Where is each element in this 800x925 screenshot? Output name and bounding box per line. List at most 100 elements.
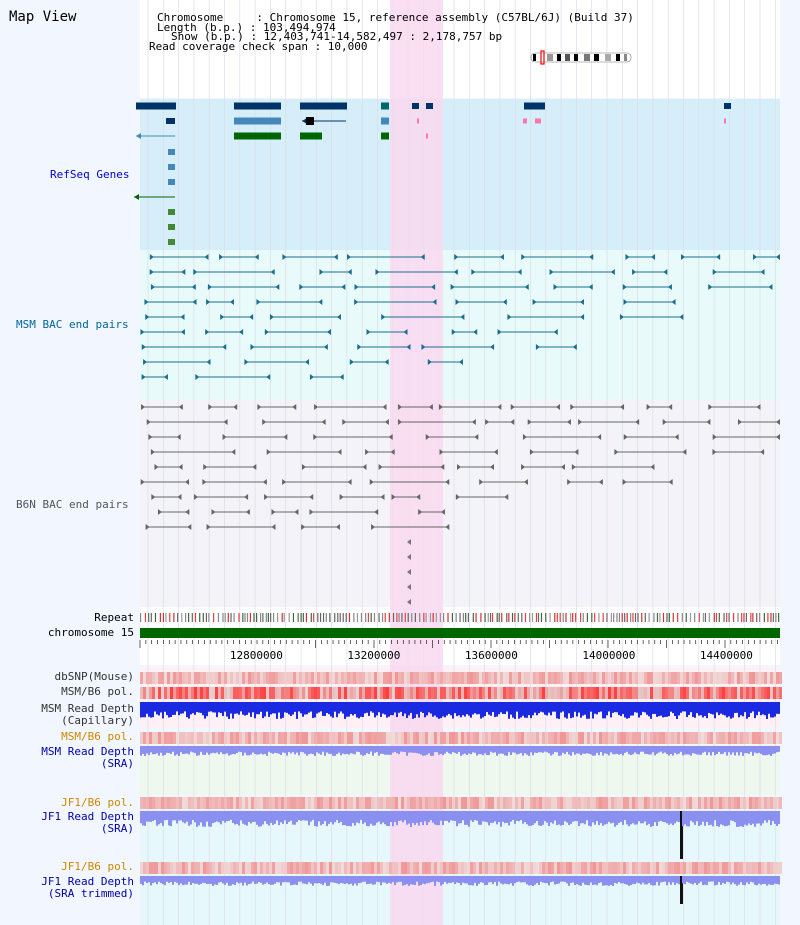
heat-cell: [719, 797, 722, 809]
gene-exon-block[interactable]: [426, 103, 433, 109]
heat-cell: [194, 797, 197, 809]
track-label-refseq[interactable]: RefSeq Genes: [50, 168, 130, 181]
ideogram-position-marker[interactable]: [540, 50, 545, 65]
heat-cell: [347, 732, 350, 744]
heat-cell: [584, 797, 587, 809]
gene-exon-block[interactable]: [168, 149, 175, 155]
depth-bar: [586, 746, 588, 754]
gene-exon-block[interactable]: [168, 209, 175, 215]
bac-end-marker[interactable]: [407, 569, 411, 575]
heat-cell: [431, 732, 434, 744]
depth-bar: [424, 876, 426, 885]
repeat-mark: [723, 613, 725, 622]
gene-exon-block[interactable]: [381, 132, 389, 140]
heat-cell: [479, 687, 482, 699]
depth-bar: [450, 811, 452, 821]
gene-exon-block[interactable]: [306, 117, 314, 125]
depth-bar: [414, 746, 416, 753]
gene-exon-block[interactable]: [523, 118, 527, 124]
heat-cell: [680, 687, 683, 699]
depth-bar: [332, 811, 334, 825]
repeat-mark: [540, 613, 543, 622]
bac-end-marker: [250, 344, 255, 350]
repeat-mark: [265, 613, 267, 622]
track-label-msm-b6-pol[interactable]: MSM/B6 pol.: [61, 685, 134, 698]
repeat-mark: [659, 613, 661, 622]
bac-end-marker[interactable]: [407, 599, 411, 605]
heat-cell: [605, 862, 608, 874]
gene-exon-block[interactable]: [300, 132, 322, 140]
track-label-msm-depth-capillary[interactable]: MSM Read Depth: [41, 702, 134, 715]
track-label-jf1-b6-pol-2[interactable]: JF1/B6 pol.: [61, 860, 134, 873]
gene-exon-block[interactable]: [524, 102, 545, 110]
heat-cell: [674, 672, 677, 684]
heat-cell: [653, 797, 656, 809]
selected-region-highlight[interactable]: [390, 0, 443, 925]
heat-cell: [227, 687, 230, 699]
track-label-dbsnp[interactable]: dbSNP(Mouse): [54, 670, 134, 683]
gene-exon-block[interactable]: [381, 117, 389, 125]
gene-exon-block[interactable]: [234, 117, 281, 125]
track-label-msm-depth-sra[interactable]: MSM Read Depth: [41, 745, 134, 758]
heat-cell: [599, 672, 602, 684]
bac-end-marker: [244, 359, 249, 365]
gene-exon-block[interactable]: [417, 118, 419, 124]
depth-bar: [156, 876, 158, 885]
depth-bar: [370, 746, 372, 752]
depth-bar: [690, 811, 692, 821]
gene-exon-block[interactable]: [426, 133, 428, 139]
chromosome-bar[interactable]: [140, 628, 780, 638]
bac-end-marker[interactable]: [407, 584, 411, 590]
bac-end-marker: [313, 434, 318, 440]
depth-bar: [404, 746, 406, 752]
heat-cell: [725, 687, 728, 699]
gene-exon-block[interactable]: [136, 102, 176, 110]
bac-end-marker: [517, 269, 522, 275]
depth-bar: [526, 702, 528, 718]
depth-bar: [632, 876, 634, 884]
gene-exon-block[interactable]: [381, 102, 389, 110]
heat-cell: [698, 797, 701, 809]
gene-exon-block[interactable]: [300, 102, 347, 110]
gene-exon-block[interactable]: [168, 179, 175, 185]
gene-exon-block[interactable]: [412, 103, 419, 109]
gene-exon-block[interactable]: [234, 132, 281, 140]
track-label-jf1-b6-pol[interactable]: JF1/B6 pol.: [61, 796, 134, 809]
depth-bar: [186, 702, 188, 718]
track-label-msm-b6-pol-2[interactable]: MSM/B6 pol.: [61, 730, 134, 743]
depth-bar: [244, 811, 246, 825]
depth-bar: [264, 702, 266, 717]
depth-bar: [398, 811, 400, 821]
heat-cell: [779, 862, 782, 874]
bac-end-marker[interactable]: [407, 539, 411, 545]
depth-bar: [310, 702, 312, 712]
gene-exon-block[interactable]: [168, 239, 175, 245]
depth-bar: [722, 811, 724, 826]
heat-cell: [707, 862, 710, 874]
depth-bar: [410, 811, 412, 827]
heat-cell: [257, 687, 260, 699]
gene-exon-block[interactable]: [234, 102, 281, 110]
track-label-b6n-bac[interactable]: B6N BAC end pairs: [16, 498, 129, 511]
depth-bar: [290, 811, 292, 821]
gene-exon-block[interactable]: [535, 118, 541, 124]
gene-exon-block[interactable]: [724, 118, 726, 124]
track-label-jf1-depth-sra[interactable]: JF1 Read Depth: [41, 810, 134, 823]
gene-exon-block[interactable]: [166, 118, 175, 124]
gene-exon-block[interactable]: [724, 103, 731, 109]
heat-cell: [293, 672, 296, 684]
bac-end-marker: [249, 314, 254, 320]
bac-end-marker[interactable]: [407, 554, 411, 560]
bac-end-marker: [460, 314, 465, 320]
depth-bar: [378, 876, 380, 883]
gene-exon-block[interactable]: [168, 224, 175, 230]
track-label-jf1-depth-trimmed[interactable]: JF1 Read Depth: [41, 875, 134, 888]
depth-bar: [496, 876, 498, 886]
heat-cell: [275, 672, 278, 684]
depth-bar: [164, 702, 166, 712]
track-label-msm-bac[interactable]: MSM BAC end pairs: [16, 318, 129, 331]
gene-exon-block[interactable]: [168, 164, 175, 170]
heat-cell: [650, 862, 653, 874]
depth-bar: [768, 746, 770, 755]
